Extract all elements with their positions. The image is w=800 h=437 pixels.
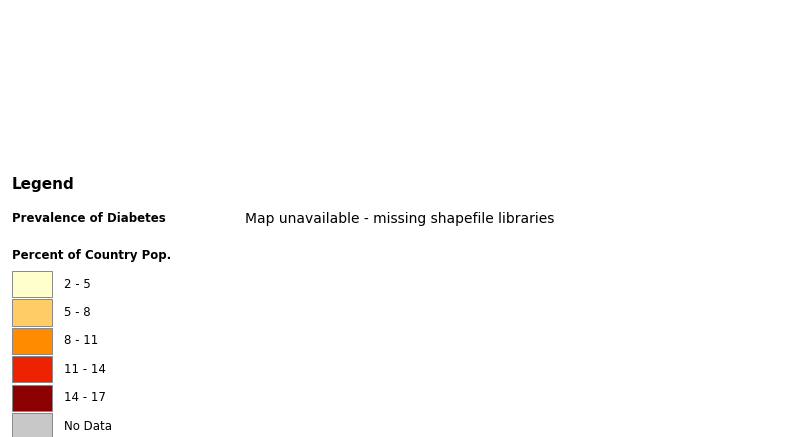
FancyBboxPatch shape	[12, 299, 52, 326]
FancyBboxPatch shape	[12, 413, 52, 437]
FancyBboxPatch shape	[12, 356, 52, 382]
Text: 14 - 17: 14 - 17	[64, 391, 106, 404]
Text: Prevalence of Diabetes: Prevalence of Diabetes	[12, 212, 166, 225]
Text: 2 - 5: 2 - 5	[64, 277, 90, 291]
Text: Map unavailable - missing shapefile libraries: Map unavailable - missing shapefile libr…	[246, 212, 554, 225]
FancyBboxPatch shape	[12, 385, 52, 411]
Text: 5 - 8: 5 - 8	[64, 306, 90, 319]
Text: Percent of Country Pop.: Percent of Country Pop.	[12, 249, 171, 262]
FancyBboxPatch shape	[12, 271, 52, 297]
FancyBboxPatch shape	[12, 328, 52, 354]
Text: 11 - 14: 11 - 14	[64, 363, 106, 376]
Text: 8 - 11: 8 - 11	[64, 334, 98, 347]
Text: Legend: Legend	[12, 177, 74, 192]
Text: No Data: No Data	[64, 420, 112, 433]
